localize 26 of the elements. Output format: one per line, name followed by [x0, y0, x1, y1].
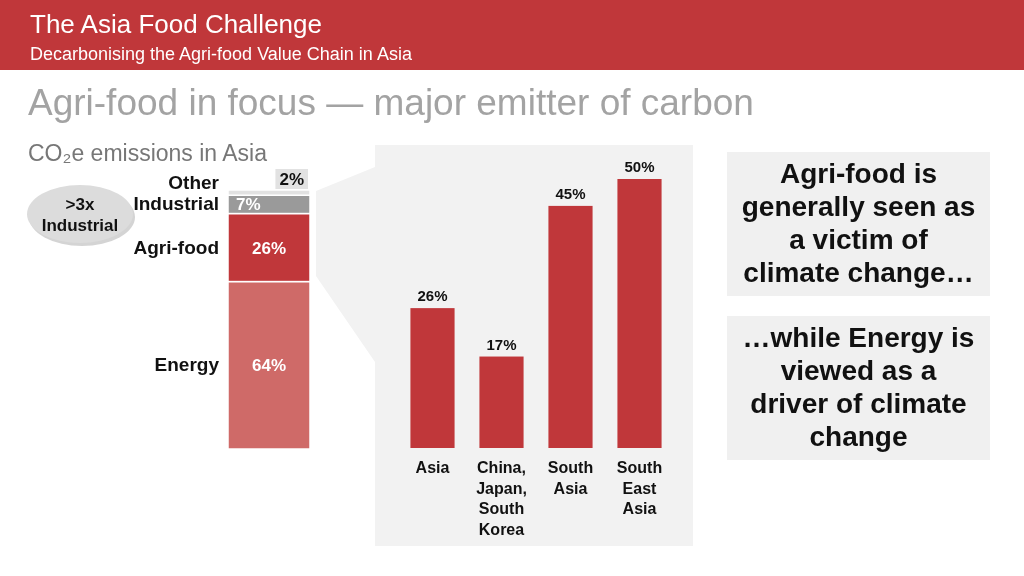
series-label: Other: [168, 172, 220, 194]
x-tick-label: Asia: [415, 459, 450, 476]
text: >3x Industrial: [41, 194, 119, 235]
series-label: Energy: [154, 354, 220, 376]
text: Decarbonising the Agri-food Value Chain in Asia: [30, 44, 413, 64]
data-label: 17%: [486, 335, 517, 353]
text: The Asia Food Challenge: [30, 9, 322, 39]
x-tick-label: South Asia: [547, 459, 594, 497]
data-label: 26%: [251, 238, 287, 258]
chart-subtitle: CO₂e emissions in Asia: [28, 140, 268, 166]
data-label: 45%: [555, 184, 586, 202]
text: Agri-food is generally seen as a victim of climate change…: [741, 158, 976, 289]
bar: [617, 179, 662, 448]
x-tick-label: China, Japan, South Korea: [476, 459, 527, 538]
series-label: Agri-food: [133, 236, 219, 258]
data-label: 64%: [251, 356, 287, 376]
data-label: 7%: [236, 195, 261, 215]
x-tick-label: South East Asia: [616, 459, 663, 517]
bar: [410, 308, 455, 448]
data-label: 50%: [624, 158, 655, 175]
text: …while Energy is viewed as a driver of climate change: [742, 322, 975, 453]
data-label: 26%: [417, 287, 448, 305]
series-label: Industrial: [133, 193, 219, 215]
text: Agri-food in focus — major emitter of carbon: [28, 82, 754, 123]
bar: [548, 205, 593, 448]
bar: [479, 356, 524, 448]
